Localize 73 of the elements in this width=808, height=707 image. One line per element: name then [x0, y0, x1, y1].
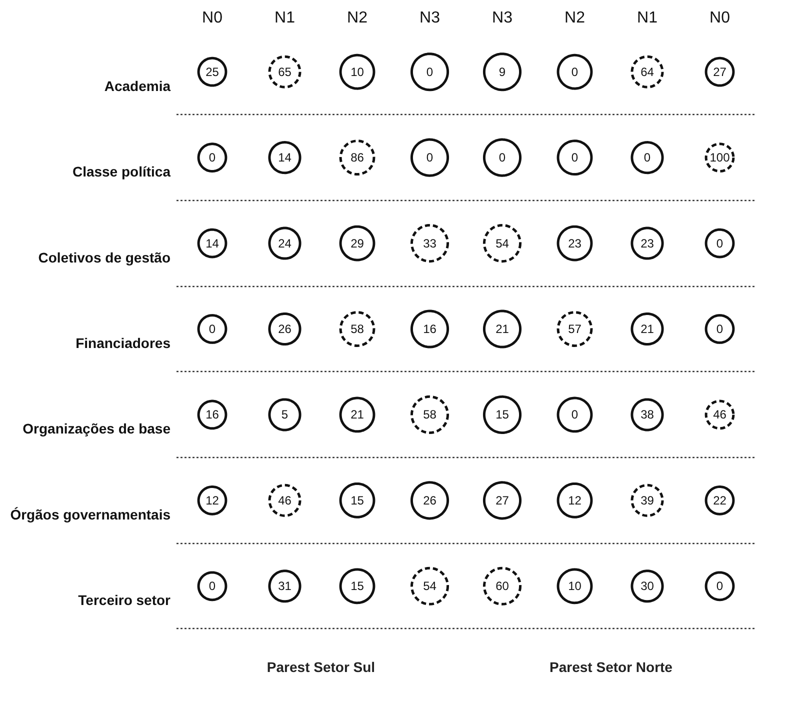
data-label: 10	[350, 64, 364, 79]
y-tick-label: Classe política	[72, 164, 171, 180]
x-tick-label: N2	[564, 10, 586, 26]
data-label: 0	[644, 150, 651, 165]
data-label: 60	[496, 579, 510, 594]
data-label: 0	[498, 150, 506, 165]
data-label: 27	[713, 64, 727, 79]
data-label: 33	[423, 236, 437, 250]
data-label: 15	[496, 408, 510, 422]
data-label: 86	[350, 150, 364, 165]
data-label: 0	[426, 64, 434, 79]
y-tick-label: Terceiro setor	[78, 592, 172, 608]
data-label: 0	[571, 64, 578, 79]
x-tick-label: N0	[710, 10, 730, 26]
data-label: 57	[568, 322, 582, 336]
data-label: 0	[716, 236, 724, 250]
y-tick-label: Organizações de base	[22, 420, 171, 437]
x-tick-label: N3	[492, 10, 513, 26]
data-label: 46	[713, 408, 727, 422]
data-label: 12	[568, 493, 582, 508]
x-tick-label: N3	[420, 10, 440, 26]
data-label: 24	[278, 236, 292, 250]
data-label: 9	[498, 64, 506, 79]
data-label: 39	[640, 493, 654, 508]
data-label: 26	[278, 322, 292, 336]
data-label: 12	[206, 493, 220, 508]
data-label: 54	[423, 579, 437, 594]
data-label: 27	[496, 493, 510, 508]
data-label: 0	[716, 579, 724, 594]
y-tick-label: Coletivos de gestão	[38, 249, 170, 266]
text: Parest Setor Sul	[266, 659, 376, 675]
data-label: 54	[496, 236, 510, 250]
data-label: 31	[278, 579, 292, 594]
x-tick-label: N2	[347, 10, 368, 26]
data-label: 21	[496, 322, 510, 336]
data-label: 21	[640, 322, 654, 336]
data-label: 5	[281, 408, 288, 422]
data-label: 16	[206, 408, 220, 422]
x-tick-label: N1	[274, 10, 296, 26]
data-label: 100	[710, 150, 730, 165]
data-label: 0	[208, 322, 216, 336]
data-label: 23	[640, 236, 654, 250]
data-label: 30	[640, 579, 654, 594]
data-label: 16	[423, 322, 437, 336]
data-label: 21	[350, 408, 364, 422]
x-tick-label: N0	[202, 10, 223, 26]
data-label: 0	[571, 150, 578, 165]
data-label: 14	[206, 236, 220, 250]
data-label: 0	[208, 579, 216, 594]
data-label: 14	[278, 150, 292, 165]
data-label: 15	[350, 493, 364, 508]
data-label: 0	[208, 150, 216, 165]
y-tick-label: Órgãos governamentais	[10, 506, 171, 522]
data-label: 26	[423, 493, 437, 508]
data-label: 58	[423, 408, 437, 422]
data-label: 10	[568, 579, 582, 594]
data-label: 58	[350, 322, 364, 336]
data-label: 29	[350, 236, 364, 250]
data-label: 0	[571, 408, 578, 422]
data-label: 22	[713, 493, 727, 508]
data-label: 38	[640, 408, 654, 422]
data-label: 0	[426, 150, 434, 165]
data-label: 15	[350, 579, 364, 594]
data-label: 23	[568, 236, 582, 250]
text: Parest Setor Norte	[550, 659, 673, 675]
x-tick-label: N1	[637, 10, 658, 26]
data-label: 46	[278, 493, 292, 508]
data-label: 65	[278, 64, 292, 79]
y-tick-label: Academia	[104, 78, 171, 94]
y-tick-label: Financiadores	[76, 335, 171, 351]
data-label: 25	[206, 64, 220, 79]
data-label: 0	[716, 322, 724, 336]
data-label: 64	[640, 64, 654, 79]
